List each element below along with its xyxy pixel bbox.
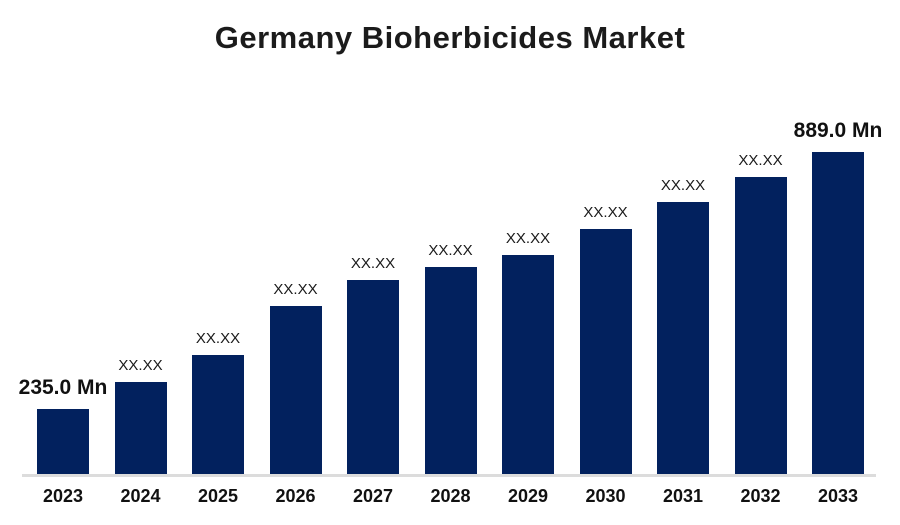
x-axis-tick-label: 2025 (197, 486, 239, 506)
bar-2031 (657, 202, 709, 474)
bar-column-2025: XX.XX (192, 331, 244, 474)
bar-column-2030: XX.XX (579, 204, 632, 474)
bar-column-2027: XX.XX (347, 256, 399, 474)
bar-value-label: 235.0 Mn (18, 376, 108, 399)
bar-column-2023: 235.0 Mn (19, 377, 107, 474)
x-axis-tick-label: 2026 (275, 486, 316, 506)
bar-column-2031: XX.XX (657, 178, 709, 474)
x-axis-tick-label: 2027 (352, 486, 394, 506)
bar-2024 (114, 382, 167, 474)
bar-column-2024: XX.XX (114, 357, 167, 474)
bar-2030 (579, 229, 632, 474)
bar-2023 (37, 409, 89, 474)
bar-2026 (269, 306, 322, 474)
bar-value-label: XX.XX (428, 242, 473, 259)
bar-2025 (192, 355, 244, 474)
bar-column-2033: 889.0 Mn (794, 120, 882, 474)
x-axis-tick-label: 2028 (430, 486, 471, 506)
bar-value-label: 889.0 Mn (793, 119, 883, 142)
bar-column-2032: XX.XX (734, 152, 787, 474)
chart-title: Germany Bioherbicides Market (214, 20, 686, 55)
bar-value-label: XX.XX (350, 255, 396, 272)
x-axis-tick-label: 2024 (120, 486, 161, 506)
bar-value-label: XX.XX (738, 152, 783, 169)
bar-column-2028: XX.XX (424, 242, 477, 474)
bar-value-label: XX.XX (660, 177, 706, 194)
x-axis-tick-label: 2023 (42, 486, 84, 506)
bar-2027 (347, 280, 399, 474)
bar-value-label: XX.XX (118, 357, 163, 374)
x-axis-labels: 2023 2024 2025 2026 2027 2028 2029 2030 2031 2032… (37, 486, 864, 507)
x-axis-line (22, 474, 876, 477)
bar-column-2029: XX.XX (502, 231, 554, 474)
bar-2028 (424, 267, 477, 474)
bar-column-2026: XX.XX (269, 281, 322, 474)
x-axis-tick-label: 2031 (662, 486, 704, 506)
bars-row: 235.0 Mn XX.XX XX.XX XX.XX XX.XX XX.XX XX.XX XX… (19, 120, 882, 474)
x-axis-tick-label: 2029 (507, 486, 549, 506)
bar-2032 (734, 177, 787, 474)
bar-2033 (812, 152, 864, 474)
bar-value-label: XX.XX (273, 281, 318, 298)
x-axis-tick-label: 2030 (585, 486, 626, 506)
bar-value-label: XX.XX (195, 330, 241, 347)
bar-2029 (502, 255, 554, 474)
bar-value-label: XX.XX (505, 230, 551, 247)
bar-value-label: XX.XX (583, 204, 628, 221)
x-axis-tick-label: 2033 (817, 486, 859, 506)
x-axis-tick-label: 2032 (740, 486, 781, 506)
